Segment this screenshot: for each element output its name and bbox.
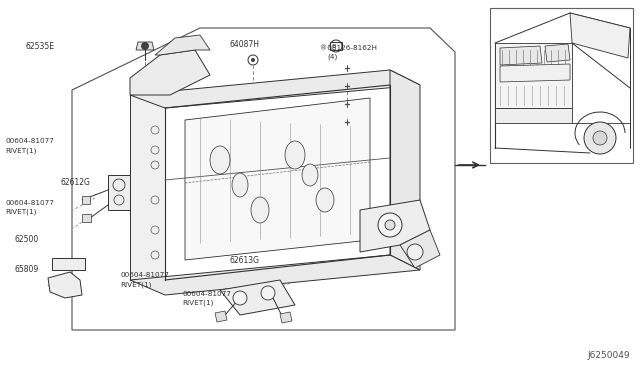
Text: RIVET(1): RIVET(1) bbox=[5, 209, 36, 215]
Polygon shape bbox=[400, 230, 440, 268]
Circle shape bbox=[407, 244, 423, 260]
Polygon shape bbox=[130, 95, 165, 280]
Polygon shape bbox=[490, 8, 633, 163]
Circle shape bbox=[385, 220, 395, 230]
Text: (4): (4) bbox=[328, 54, 338, 60]
Polygon shape bbox=[545, 44, 570, 62]
Polygon shape bbox=[570, 13, 630, 58]
Text: 00604-81077: 00604-81077 bbox=[120, 272, 169, 278]
Circle shape bbox=[151, 161, 159, 169]
Polygon shape bbox=[390, 70, 420, 270]
Text: 00604-81077: 00604-81077 bbox=[5, 200, 54, 206]
Polygon shape bbox=[215, 311, 227, 322]
Circle shape bbox=[593, 131, 607, 145]
Circle shape bbox=[151, 226, 159, 234]
Ellipse shape bbox=[316, 188, 334, 212]
Text: 62612G: 62612G bbox=[61, 178, 91, 187]
Ellipse shape bbox=[251, 197, 269, 223]
Circle shape bbox=[233, 291, 247, 305]
Polygon shape bbox=[108, 175, 130, 210]
Text: 64087H: 64087H bbox=[229, 40, 259, 49]
Polygon shape bbox=[500, 64, 570, 82]
Circle shape bbox=[251, 58, 255, 62]
Circle shape bbox=[261, 286, 275, 300]
Text: 65809: 65809 bbox=[14, 265, 38, 274]
Polygon shape bbox=[280, 312, 292, 323]
Polygon shape bbox=[82, 214, 91, 222]
Text: B: B bbox=[332, 44, 336, 48]
Polygon shape bbox=[185, 98, 370, 260]
Circle shape bbox=[151, 146, 159, 154]
Text: 00604-81077: 00604-81077 bbox=[5, 138, 54, 144]
Polygon shape bbox=[495, 43, 572, 108]
Polygon shape bbox=[130, 255, 420, 295]
Ellipse shape bbox=[285, 141, 305, 169]
Polygon shape bbox=[82, 196, 90, 204]
Text: ®08126-8162H: ®08126-8162H bbox=[320, 45, 377, 51]
Circle shape bbox=[584, 122, 616, 154]
Polygon shape bbox=[130, 50, 210, 95]
Circle shape bbox=[141, 42, 148, 49]
Ellipse shape bbox=[302, 164, 318, 186]
Polygon shape bbox=[500, 46, 542, 65]
Text: 00604-81077: 00604-81077 bbox=[182, 291, 231, 297]
Circle shape bbox=[151, 196, 159, 204]
Text: 62500: 62500 bbox=[14, 235, 38, 244]
Text: 62535E: 62535E bbox=[26, 42, 54, 51]
Polygon shape bbox=[360, 200, 430, 252]
Text: RIVET(1): RIVET(1) bbox=[5, 147, 36, 154]
Ellipse shape bbox=[210, 146, 230, 174]
Ellipse shape bbox=[232, 173, 248, 197]
Text: J6250049: J6250049 bbox=[588, 351, 630, 360]
Polygon shape bbox=[220, 280, 295, 315]
Polygon shape bbox=[130, 70, 420, 108]
Text: RIVET(1): RIVET(1) bbox=[182, 300, 214, 307]
Polygon shape bbox=[495, 108, 572, 123]
Circle shape bbox=[378, 213, 402, 237]
Polygon shape bbox=[48, 272, 82, 298]
Polygon shape bbox=[136, 42, 154, 50]
Polygon shape bbox=[155, 35, 210, 55]
Circle shape bbox=[151, 251, 159, 259]
Circle shape bbox=[151, 126, 159, 134]
Text: 62613G: 62613G bbox=[229, 256, 259, 265]
Polygon shape bbox=[52, 258, 85, 270]
Text: RIVET(1): RIVET(1) bbox=[120, 281, 152, 288]
